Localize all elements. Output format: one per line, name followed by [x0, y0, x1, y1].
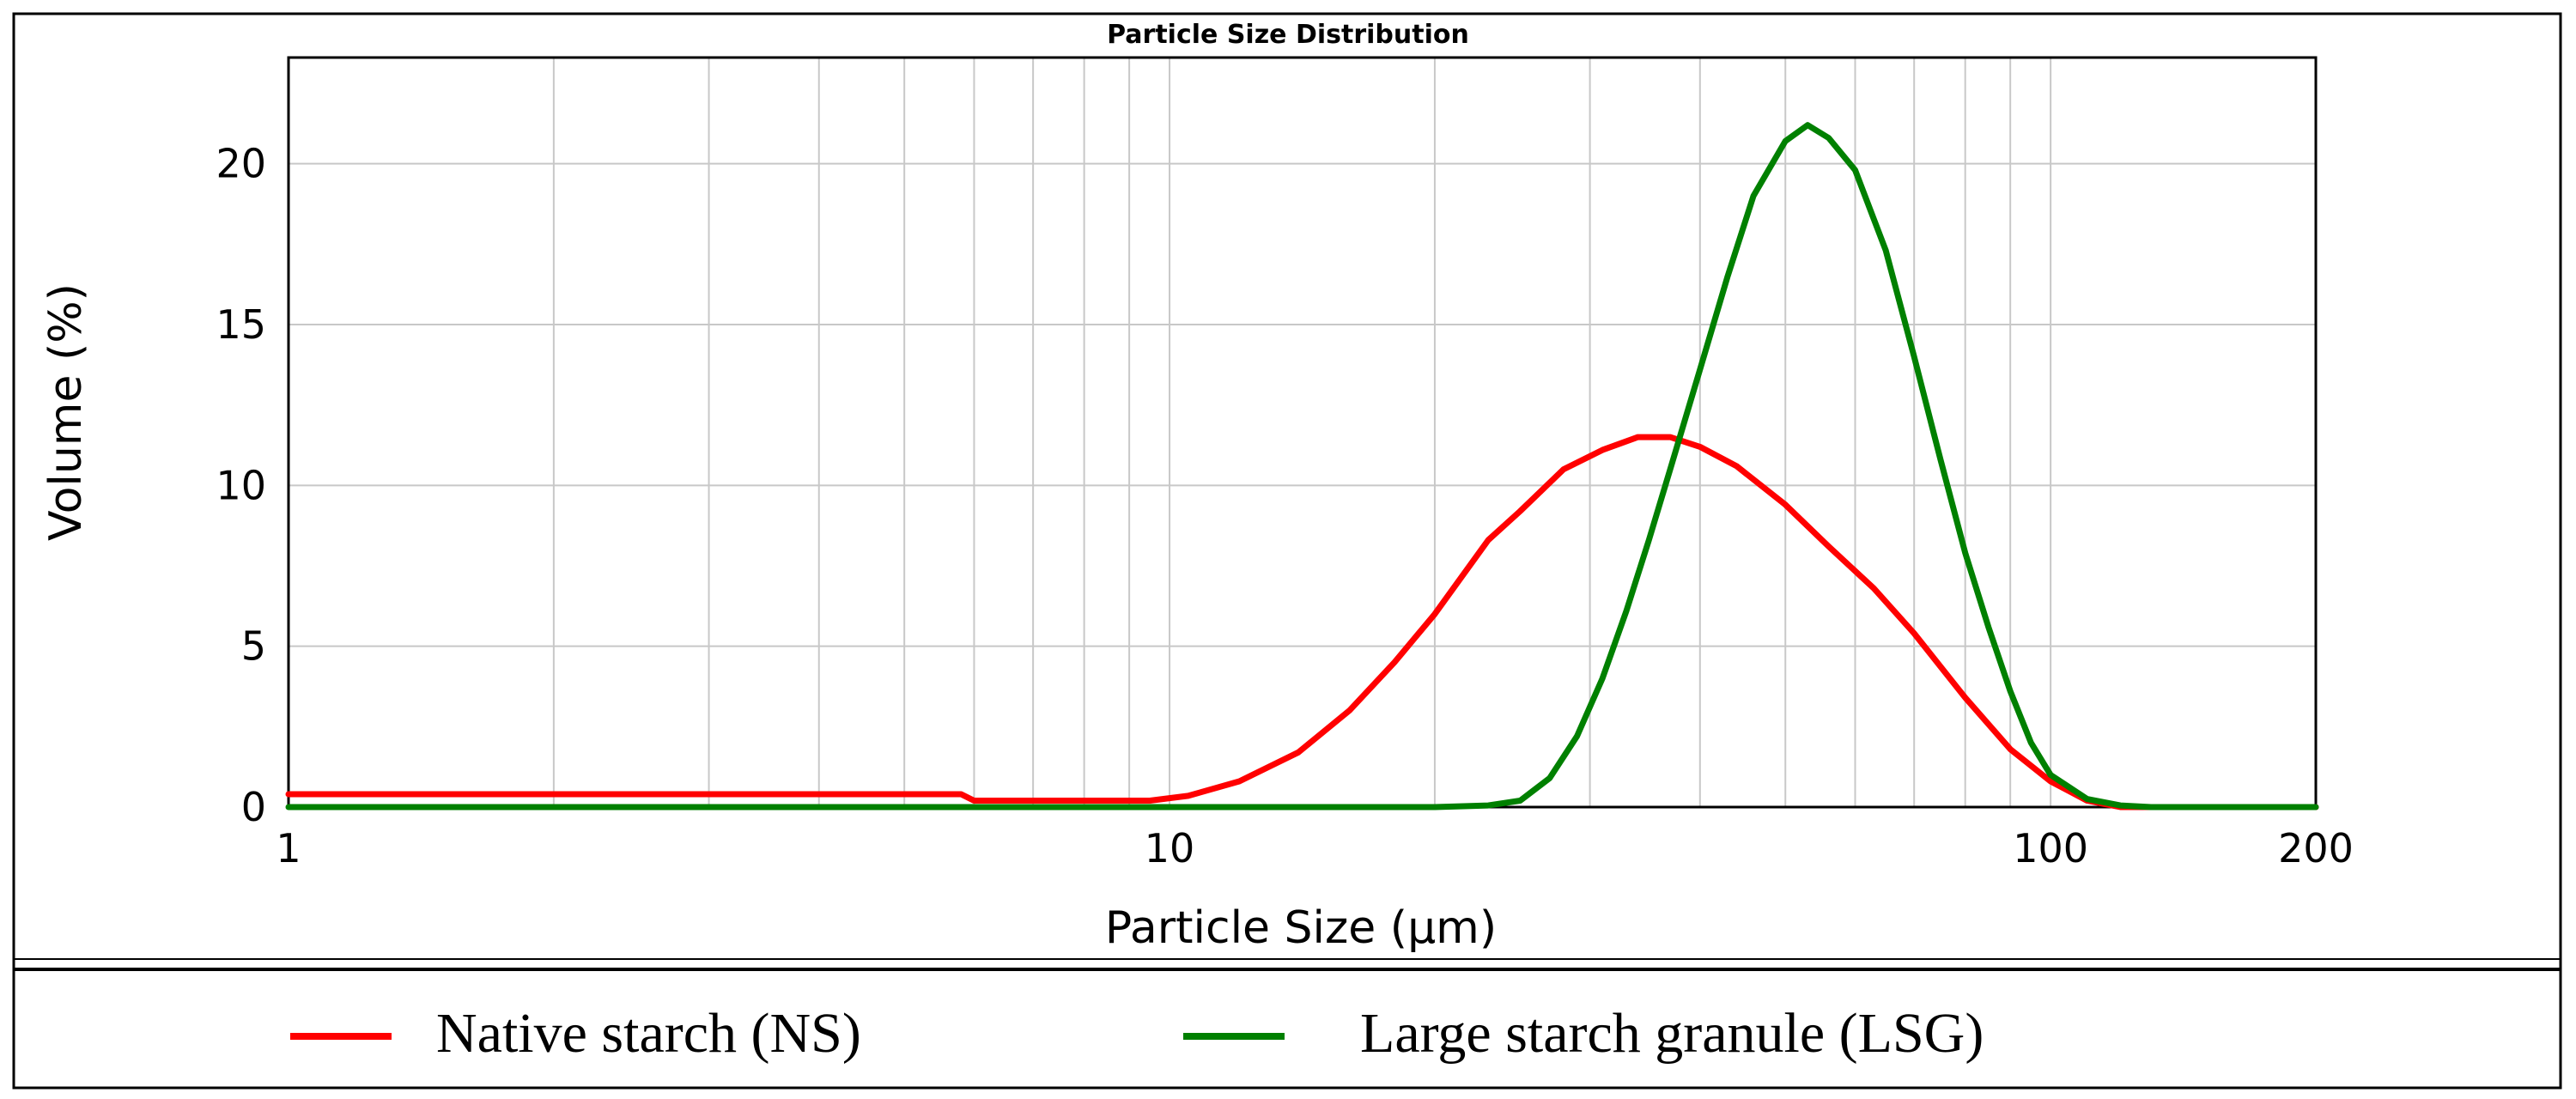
grid	[289, 58, 2317, 807]
legend: Native starch (NS) Large starch granule …	[290, 1002, 1984, 1065]
y-tick-label: 15	[216, 301, 266, 348]
y-tick-label: 10	[216, 462, 266, 508]
outer-frame	[12, 12, 2562, 1090]
y-tick-label: 5	[241, 623, 266, 670]
x-tick-label: 1	[276, 825, 301, 871]
x-tick-labels: 1 10 100 200	[276, 825, 2354, 871]
legend-label-large-starch-granule: Large starch granule (LSG)	[1360, 1002, 1984, 1065]
y-axis-title: Volume (%)	[40, 283, 92, 541]
y-tick-label: 0	[241, 784, 266, 830]
y-tick-labels: 0 5 10 15 20	[216, 141, 266, 830]
series-line-large-starch-granule	[285, 122, 2319, 811]
x-tick-label: 10	[1145, 825, 1195, 871]
x-tick-label: 100	[2013, 825, 2088, 871]
y-tick-label: 20	[216, 141, 266, 187]
chart-title: Particle Size Distribution	[1107, 20, 1469, 50]
x-axis-title: Particle Size (µm)	[1105, 902, 1497, 954]
legend-label-native-starch: Native starch (NS)	[436, 1002, 861, 1065]
series-line-native-starch	[285, 434, 2319, 811]
x-tick-label: 200	[2278, 825, 2354, 871]
series-layer	[285, 122, 2319, 811]
